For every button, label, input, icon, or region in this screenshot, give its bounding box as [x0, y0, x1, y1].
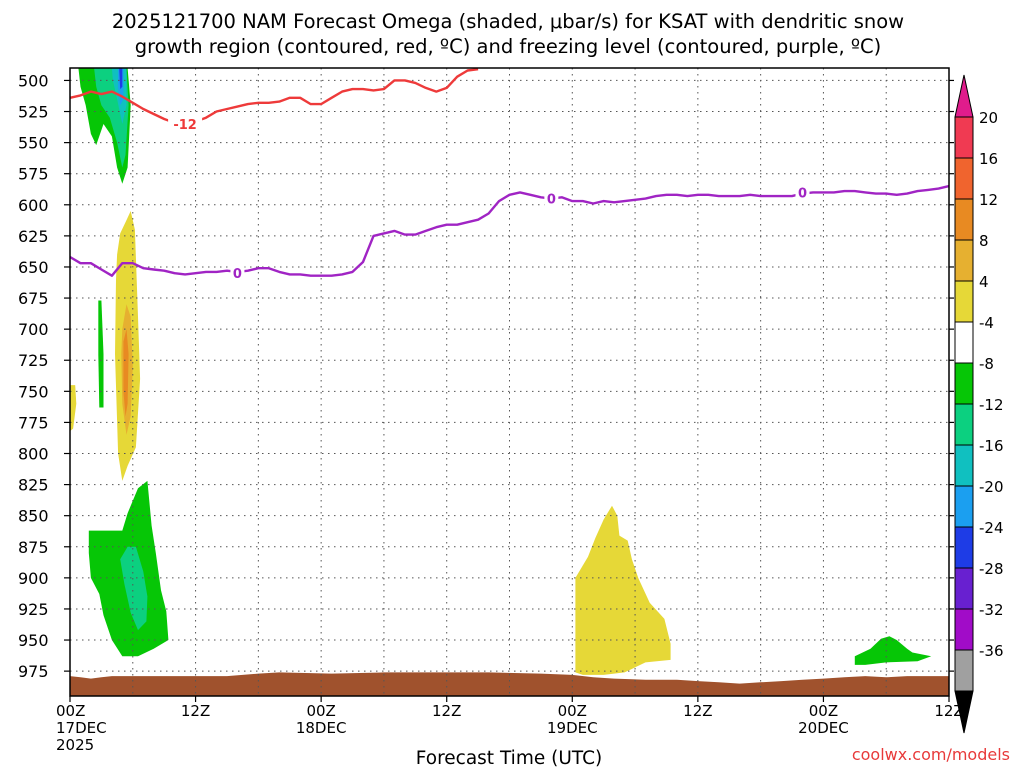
- colorbar-label: 16: [979, 150, 998, 168]
- colorbar-swatch: [954, 157, 974, 200]
- x-tick-label: 00Z: [56, 702, 85, 720]
- colorbar-label: 12: [979, 191, 998, 209]
- colorbar-label: -36: [979, 642, 1004, 660]
- y-tick-label: 650: [18, 258, 49, 277]
- colorbar-label: 8: [979, 232, 989, 250]
- colorbar-swatch: [954, 239, 974, 282]
- x-tick-label: 12Z: [934, 702, 963, 720]
- x-tick-label: 00Z: [558, 702, 587, 720]
- contour-label-1-1: 0: [547, 193, 556, 208]
- contour-lines: -12 0 0 0: [69, 68, 950, 282]
- y-tick-label: 850: [18, 507, 49, 526]
- omega-region-11: [120, 546, 148, 631]
- colorbar-label: 20: [979, 109, 998, 127]
- y-tick-label: 500: [18, 71, 49, 90]
- chart-title-line2: growth region (contoured, red, ºC) and f…: [135, 35, 882, 58]
- x-tick-label: 00Z: [809, 702, 838, 720]
- x-tick-label: 19DEC: [547, 719, 598, 737]
- contour-label-bg: [230, 265, 245, 282]
- contour-line-0: [69, 68, 479, 128]
- x-tick-label: 17DEC: [56, 719, 107, 737]
- contour-label-bg: [544, 190, 559, 207]
- omega-region-8: [70, 385, 77, 432]
- contour-label-1-0: 0: [233, 267, 242, 282]
- colorbar-label: -16: [979, 437, 1004, 455]
- chart-title-line1: 2025121700 NAM Forecast Omega (shaded, μ…: [112, 10, 904, 33]
- y-tick-label: 625: [18, 227, 49, 246]
- x-tick-label: 12Z: [432, 702, 461, 720]
- y-tick-label: 775: [18, 413, 49, 432]
- y-tick-label: 750: [18, 382, 49, 401]
- y-tick-label: 575: [18, 165, 49, 184]
- y-tick-label: 700: [18, 320, 49, 339]
- x-tick-label: 18DEC: [296, 719, 347, 737]
- terrain-fill: [70, 672, 949, 696]
- y-tick-label: 900: [18, 569, 49, 588]
- colorbar-swatch: [954, 485, 974, 528]
- omega-region-12: [854, 636, 932, 665]
- plot-border: [69, 67, 950, 697]
- colorbar-swatch: [954, 526, 974, 569]
- y-tick-label: 950: [18, 631, 49, 650]
- colorbar-label: 4: [979, 273, 989, 291]
- colorbar-swatch: [954, 198, 974, 241]
- grid-lines: [70, 68, 949, 696]
- colorbar-arrow-top: [954, 74, 974, 118]
- omega-region-4: [119, 68, 123, 90]
- contour-label-1-2: 0: [798, 186, 807, 201]
- contour-label-bg: [168, 115, 203, 132]
- y-tick-label: 925: [18, 600, 49, 619]
- y-tick-label: 675: [18, 289, 49, 308]
- omega-shading: [70, 68, 932, 675]
- colorbar-label: -24: [979, 519, 1004, 537]
- plot-background: [70, 68, 949, 696]
- colorbar-swatch: [954, 116, 974, 159]
- omega-region-7: [123, 329, 129, 417]
- colorbar-arrow-bottom: [954, 690, 974, 734]
- x-tick-label: 12Z: [181, 702, 210, 720]
- x-tick-label: 00Z: [306, 702, 335, 720]
- colorbar-swatch: [954, 608, 974, 651]
- colorbar-label: -8: [979, 355, 994, 373]
- colorbar-swatch: [954, 362, 974, 405]
- colorbar: 20 16 12 8 4 -4 -8 -12 -16 -20 -24 -28 -32 -36: [954, 74, 1004, 734]
- y-tick-label: 975: [18, 662, 49, 681]
- colorbar-label: -28: [979, 560, 1004, 578]
- colorbar-swatch: [954, 321, 974, 364]
- colorbar-label: -32: [979, 601, 1004, 619]
- y-axis-ticks: 500 525 550 575 600 625 650 675 700 725 750 775 800 8…: [18, 71, 954, 681]
- y-tick-label: 875: [18, 538, 49, 557]
- contour-label-0-0: -12: [173, 118, 197, 133]
- colorbar-swatch: [954, 649, 974, 692]
- colorbar-swatch: [954, 403, 974, 446]
- contour-label-bg: [795, 184, 810, 201]
- colorbar-swatch: [954, 567, 974, 610]
- colorbar-label: -12: [979, 396, 1004, 414]
- x-axis-label: Forecast Time (UTC): [416, 748, 602, 768]
- plot-area: -12 0 0 0 500 525 550 575 600 625 650 675 700 725 750…: [18, 67, 964, 754]
- y-tick-label: 550: [18, 134, 49, 153]
- terrain: [70, 672, 949, 696]
- omega-region-9: [98, 300, 104, 408]
- omega-region-13: [575, 505, 671, 675]
- credit-text: coolwx.com/models: [852, 745, 1010, 764]
- x-tick-label: 20DEC: [798, 719, 849, 737]
- colorbar-label: -4: [979, 314, 994, 332]
- y-tick-label: 800: [18, 445, 49, 464]
- y-tick-label: 825: [18, 476, 49, 495]
- x-tick-label: 2025: [56, 736, 94, 754]
- y-tick-label: 725: [18, 351, 49, 370]
- colorbar-label: -20: [979, 478, 1004, 496]
- colorbar-swatch: [954, 444, 974, 487]
- colorbar-swatch: [954, 280, 974, 323]
- y-tick-label: 525: [18, 103, 49, 122]
- x-tick-label: 12Z: [683, 702, 712, 720]
- y-tick-label: 600: [18, 196, 49, 215]
